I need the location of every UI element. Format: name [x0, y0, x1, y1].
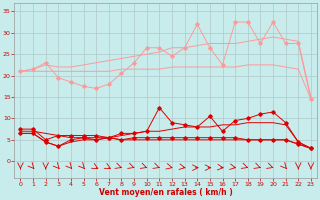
X-axis label: Vent moyen/en rafales ( km/h ): Vent moyen/en rafales ( km/h )	[99, 188, 233, 197]
